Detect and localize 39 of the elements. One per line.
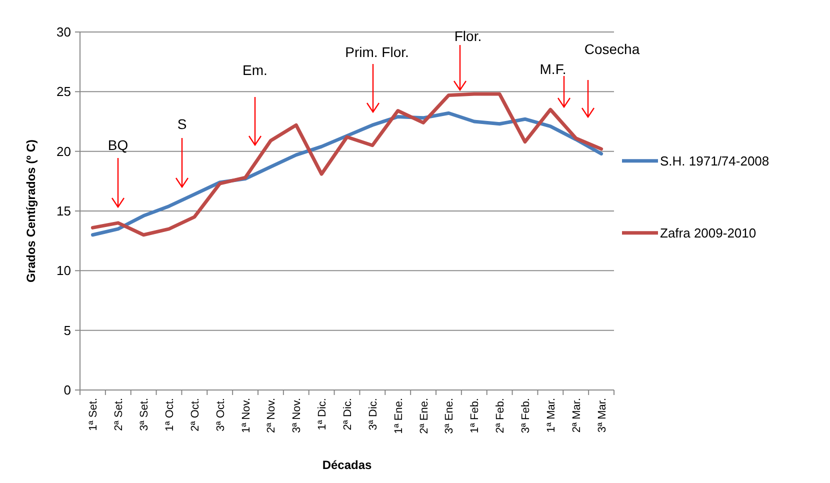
x-axis-title: Décadas [322, 458, 372, 472]
x-tick-label: 3ª Dic. [367, 398, 380, 430]
x-tick-label: 1ª Set. [88, 398, 100, 431]
annotation: Em. [242, 62, 268, 78]
y-tick-label: 5 [64, 322, 71, 338]
x-tick-label: 1ª Dic. [316, 398, 329, 430]
y-tick-label: 0 [64, 382, 71, 398]
annotation: Cosecha [584, 40, 640, 57]
y-tick-label: 25 [56, 84, 71, 100]
legend-label: S.H. 1971/74-2008 [660, 153, 770, 168]
x-tick-label: 1ª Feb. [469, 398, 482, 434]
y-tick-label: 20 [56, 144, 71, 159]
x-tick-label: 2ª Nov. [266, 398, 278, 434]
x-tick-label: 3ª Set. [138, 398, 151, 431]
x-tick-label: 2ª Mar. [570, 398, 583, 433]
annotation: Flor. [454, 28, 482, 44]
x-tick-label: 1ª Oct. [164, 398, 176, 432]
annotation: S [177, 116, 187, 132]
annotation: Prim. Flor. [345, 44, 409, 60]
x-tick-label: 2ª Ene. [418, 398, 430, 434]
x-tick-label: 3ª Nov. [291, 398, 304, 434]
x-tick-label: 1ª Ene. [392, 398, 405, 434]
x-tick-label: 2ª Set. [113, 398, 126, 431]
annotation: M.F. [540, 60, 566, 77]
x-tick-label: 3ª Ene. [444, 398, 456, 434]
y-tick-label: 10 [56, 263, 71, 278]
legend-label: Zafra 2009-2010 [660, 225, 756, 240]
x-tick-label: 2ª Feb. [494, 398, 507, 434]
annotation: BQ [108, 136, 128, 153]
y-tick-label: 15 [56, 204, 71, 219]
x-tick-label: 3ª Mar. [596, 398, 608, 433]
x-tick-label: 1ª Mar. [545, 398, 558, 433]
x-tick-label: 2ª Dic. [342, 398, 354, 430]
x-tick-label: 3ª Feb. [520, 398, 532, 434]
y-axis-title: Grados Centígrados (º C) [24, 139, 38, 283]
y-tick-label: 30 [56, 24, 71, 40]
x-tick-label: 3ª Oct. [214, 398, 227, 432]
x-tick-label: 2ª Oct. [189, 398, 202, 432]
x-tick-label: 1ª Nov. [240, 398, 252, 434]
